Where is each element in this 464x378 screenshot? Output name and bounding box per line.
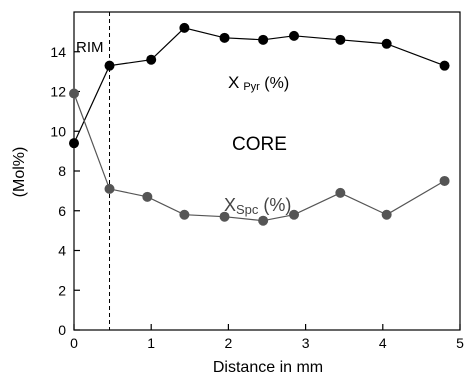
y-tick-label: 8: [58, 163, 66, 179]
data-point: [335, 187, 346, 198]
y-tick-label: 10: [50, 123, 66, 139]
data-point: [258, 34, 269, 45]
data-point: [289, 209, 300, 220]
rim-label: RIM: [76, 39, 104, 56]
spc-label-sub: Spc: [236, 202, 259, 217]
data-point: [439, 60, 450, 71]
y-tick-label: 4: [58, 243, 66, 259]
x-tick-label: 1: [147, 335, 155, 351]
data-point: [258, 215, 269, 226]
series-line: [73, 93, 445, 222]
data-point: [439, 175, 450, 186]
series-0: [69, 22, 450, 149]
y-axis-title: (Mol%): [11, 147, 28, 198]
y-tick-label: 2: [58, 282, 66, 298]
series-1: [69, 88, 450, 226]
y-tick-label: 6: [58, 203, 66, 219]
data-point: [69, 138, 79, 149]
data-point: [381, 209, 392, 220]
y-tick-label: 12: [50, 84, 66, 100]
pyr-series-label: X Pyr (%): [228, 73, 289, 93]
pyr-label-sub: Pyr: [243, 81, 260, 93]
data-point: [381, 38, 392, 49]
data-point: [289, 30, 300, 41]
data-point: [179, 22, 190, 33]
pyr-label-main: X: [228, 73, 239, 92]
series-line: [73, 27, 445, 144]
series-layer: [69, 22, 450, 226]
x-tick-label: 4: [379, 335, 387, 351]
spc-label-main: X: [224, 195, 236, 215]
spc-series-label: XSpc (%): [224, 195, 291, 217]
data-point: [104, 183, 115, 194]
plot-frame: [73, 11, 461, 331]
pyr-label-suffix: (%): [260, 75, 289, 92]
data-point: [219, 211, 230, 222]
data-point: [335, 34, 346, 45]
plot-frame-layer: [73, 11, 461, 331]
x-tick-label: 5: [456, 335, 464, 351]
x-tick-label: 0: [70, 335, 78, 351]
y-tick-label: 0: [58, 322, 66, 338]
x-axis-title: Distance in mm: [213, 359, 323, 376]
data-point: [142, 191, 153, 202]
data-point: [146, 54, 157, 65]
data-point: [104, 60, 115, 71]
y-tick-label: 14: [50, 44, 66, 60]
data-point: [219, 32, 230, 43]
data-point: [69, 88, 79, 99]
data-point: [179, 209, 190, 220]
core-label: CORE: [232, 134, 287, 155]
x-tick-label: 3: [302, 335, 310, 351]
spc-label-suffix: (%): [258, 195, 291, 215]
x-tick-label: 2: [225, 335, 233, 351]
